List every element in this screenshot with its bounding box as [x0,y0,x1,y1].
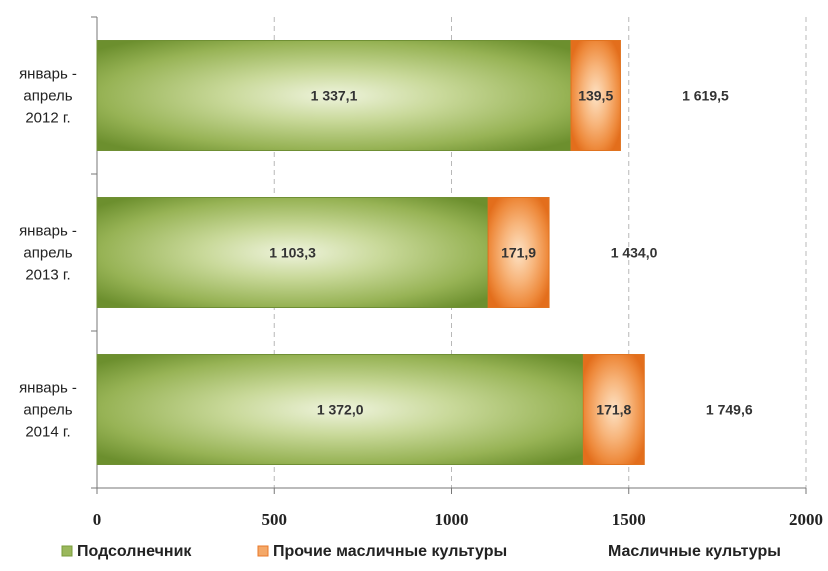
bar-segment [582,354,645,465]
bar-segment [96,197,489,308]
data-label: 171,8 [596,402,631,418]
legend-label: Прочие масличные культуры [273,543,507,560]
data-labels: 1 337,1 139,5 1 619,5 1 103,3 171,9 1 434,0 1 … [269,88,753,418]
x-tick-label: 1500 [612,510,646,529]
x-tick-label: 2000 [789,510,823,529]
data-label: 139,5 [578,88,613,104]
bars [96,40,645,465]
x-tick-label: 0 [93,510,102,529]
bar-segment [96,354,584,465]
data-label: 1 372,0 [317,402,364,418]
data-label: 1 337,1 [311,88,358,104]
legend-label: Подсолнечник [77,543,192,560]
category-label: январь -апрель 2014 г. [19,380,77,441]
total-label: 1 619,5 [682,88,729,104]
x-tick-label: 1000 [435,510,469,529]
category-label: январь -апрель 2012 г. [19,66,77,127]
data-label: 1 103,3 [269,245,316,261]
legend-swatch [61,545,73,557]
total-label: 1 434,0 [611,245,658,261]
total-label: 1 749,6 [706,402,753,418]
legend: Подсолнечник Прочие масличные культуры Мас… [61,543,781,560]
x-tick-label: 500 [262,510,288,529]
legend-swatch [257,545,269,557]
bar-segment [487,197,550,308]
legend-label: Масличные культуры [608,543,781,560]
data-label: 171,9 [501,245,536,261]
bar-segment [570,40,621,151]
category-label: январь -апрель 2013 г. [19,223,77,284]
